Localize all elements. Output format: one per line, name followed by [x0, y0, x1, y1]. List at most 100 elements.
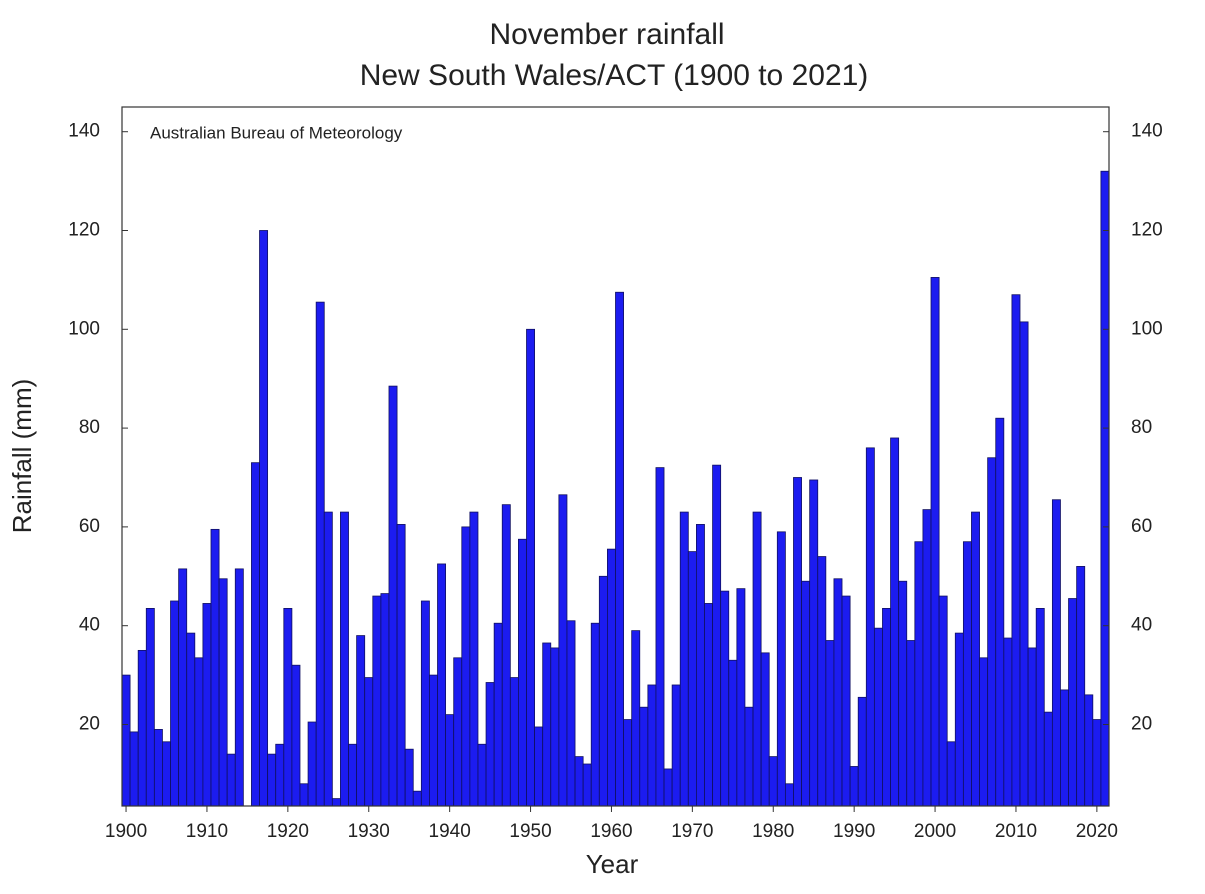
bar: [841, 595, 851, 807]
bar: [145, 608, 155, 807]
bar: [364, 677, 374, 807]
bar: [890, 437, 900, 807]
bar: [809, 479, 819, 807]
bar: [121, 674, 131, 807]
annotation: Australian Bureau of Meteorology: [150, 123, 403, 142]
bar: [348, 743, 358, 807]
y2-tick-label: 40: [1131, 615, 1152, 636]
bar: [267, 753, 277, 807]
bar: [234, 568, 244, 807]
bar: [210, 528, 220, 807]
bar: [170, 600, 180, 807]
bar: [485, 682, 495, 807]
bar: [1035, 608, 1045, 807]
y2-tick-label: 100: [1131, 318, 1163, 339]
bar: [590, 622, 600, 807]
bar: [995, 417, 1005, 807]
y-tick-label: 140: [68, 121, 100, 142]
y2-tick-label: 80: [1131, 417, 1152, 438]
bar: [865, 447, 875, 807]
bar: [445, 714, 455, 807]
bar: [461, 526, 471, 807]
bar: [251, 462, 260, 807]
y2-tick-label: 20: [1131, 714, 1152, 735]
bar: [429, 674, 438, 807]
bar: [760, 652, 770, 807]
x-tick-label: 1960: [590, 821, 632, 842]
bar: [202, 603, 212, 807]
bar: [793, 477, 802, 807]
bar: [776, 531, 786, 807]
bar: [477, 743, 487, 807]
y-tick-label: 80: [79, 417, 100, 438]
bar: [906, 640, 916, 807]
bar: [323, 511, 333, 807]
bar: [671, 684, 681, 807]
bar: [784, 783, 794, 807]
bar: [372, 595, 382, 807]
bar: [655, 467, 665, 807]
bar: [704, 603, 713, 807]
bar: [663, 768, 673, 807]
bar: [849, 766, 859, 807]
bar: [226, 753, 236, 807]
bar: [534, 726, 544, 807]
y-axis-label: Rainfall (mm): [7, 379, 37, 534]
bar: [412, 790, 422, 807]
x-tick-label: 2010: [995, 821, 1037, 842]
bar: [396, 524, 406, 807]
bar: [712, 464, 722, 807]
bar: [1084, 694, 1094, 807]
bar: [1003, 637, 1013, 807]
bar: [380, 593, 390, 807]
x-tick-label: 1910: [186, 821, 228, 842]
bar: [437, 563, 447, 807]
x-tick-label: 1970: [671, 821, 713, 842]
y-tick-label: 40: [79, 615, 100, 636]
bar: [987, 457, 997, 807]
chart-subtitle: New South Wales/ACT (1900 to 2021): [360, 59, 869, 92]
bar: [922, 509, 932, 807]
bar: [469, 511, 479, 807]
bar: [1027, 647, 1037, 807]
bar: [574, 756, 584, 807]
bar: [1100, 170, 1110, 807]
bar: [607, 548, 616, 807]
bar: [582, 763, 592, 807]
y2-tick-label: 140: [1131, 121, 1163, 142]
bar: [938, 595, 948, 807]
bar: [404, 748, 414, 807]
bar: [1068, 598, 1078, 807]
bar: [979, 657, 989, 807]
bar: [598, 575, 608, 807]
bar: [453, 657, 463, 807]
bar: [744, 706, 754, 807]
x-tick-label: 1940: [429, 821, 471, 842]
bar: [631, 630, 641, 807]
bar: [550, 647, 560, 807]
bar: [882, 608, 891, 807]
bar: [1092, 719, 1102, 807]
x-tick-label: 2020: [1076, 821, 1118, 842]
x-tick-label: 1930: [348, 821, 390, 842]
y-tick-label: 60: [79, 516, 100, 537]
bar: [420, 600, 430, 807]
bar: [914, 541, 924, 807]
bar: [542, 642, 552, 807]
bar: [825, 640, 835, 807]
bar: [833, 578, 843, 807]
bar: [291, 664, 301, 807]
plot-frame: [121, 106, 1110, 807]
bar: [817, 556, 827, 807]
bar: [194, 657, 204, 807]
bar: [307, 721, 317, 807]
y2-tick-label: 60: [1131, 516, 1152, 537]
bar: [1011, 294, 1021, 807]
bar: [720, 590, 730, 807]
bar: [971, 511, 980, 807]
chart-title: November rainfall: [489, 18, 724, 51]
y-tick-label: 100: [68, 318, 100, 339]
bar: [728, 659, 738, 807]
bar: [558, 494, 568, 807]
